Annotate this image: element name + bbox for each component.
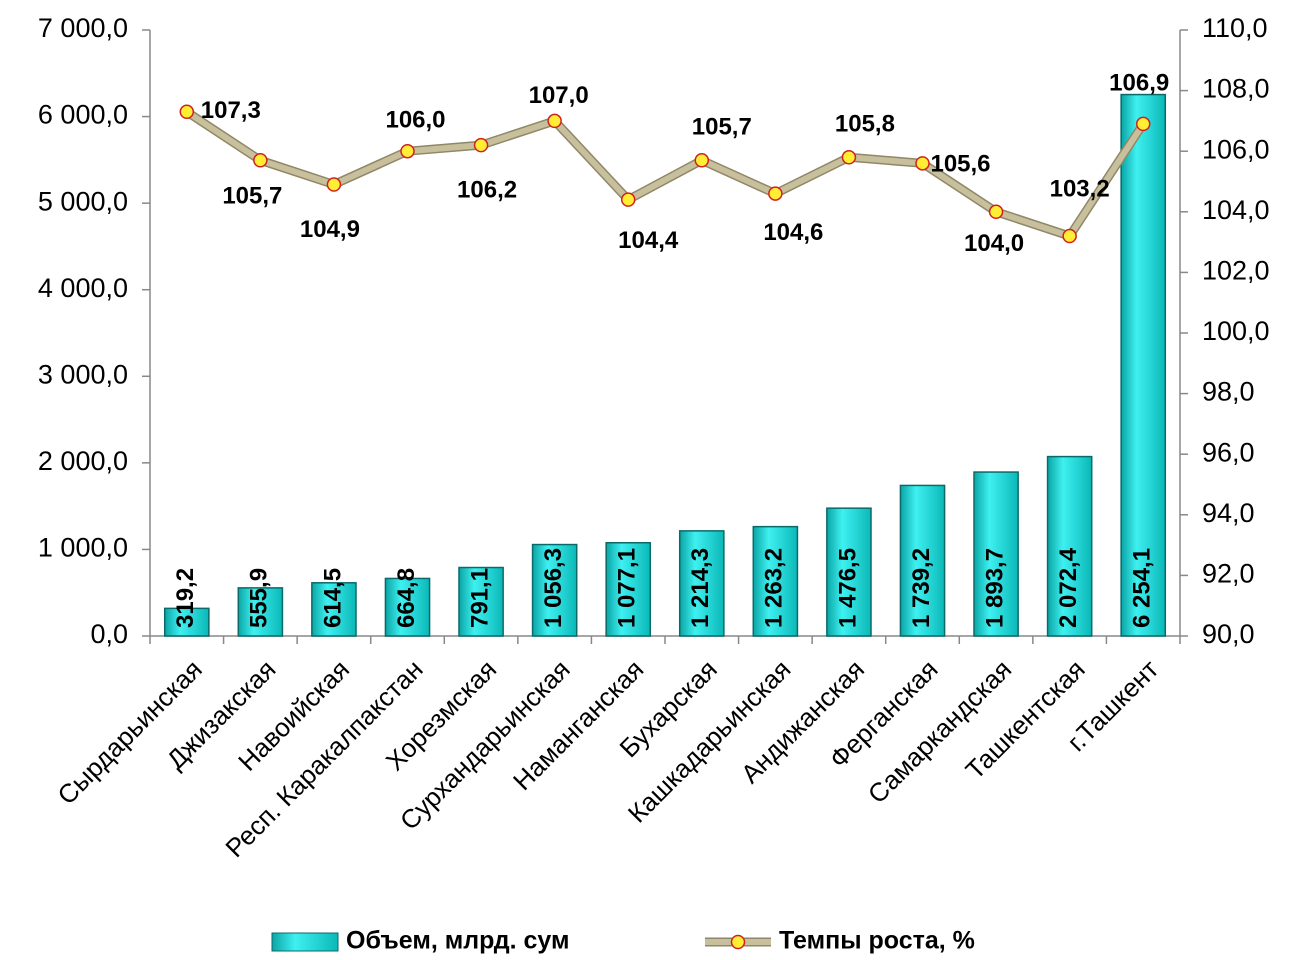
- bar: [973, 471, 1019, 637]
- bar: [237, 587, 284, 637]
- legend-swatch: [271, 932, 339, 952]
- legend-marker: [730, 934, 746, 950]
- y-tick-label: 3 000,0: [38, 359, 128, 389]
- y-tick-label: 4 000,0: [38, 273, 128, 303]
- bar-label: 1 893,7: [981, 548, 1008, 628]
- bar-label: 2 072,4: [1055, 547, 1082, 628]
- line-label: 104,0: [964, 230, 1024, 257]
- y2-tick-label: 104,0: [1202, 195, 1270, 225]
- line-label: 105,7: [222, 183, 282, 210]
- line-label: 106,2: [457, 176, 517, 203]
- bar-label: 614,5: [319, 568, 346, 628]
- bar: [826, 507, 872, 637]
- y2-tick-label: 94,0: [1202, 498, 1255, 528]
- y2-tick-label: 110,0: [1202, 13, 1268, 43]
- y2-tick-label: 90,0: [1202, 619, 1255, 649]
- line-label: 107,0: [529, 82, 589, 109]
- line-marker: [473, 137, 489, 153]
- bar-label: 319,2: [172, 568, 199, 628]
- line-marker: [400, 143, 415, 159]
- y2-tick-label: 106,0: [1202, 134, 1270, 164]
- y-tick-label: 7 000,0: [38, 13, 128, 43]
- bar: [752, 525, 799, 637]
- bar: [458, 566, 504, 637]
- y2-tick-label: 98,0: [1202, 377, 1255, 407]
- y2-tick-label: 92,0: [1202, 559, 1255, 589]
- bar-label: 664,8: [393, 568, 420, 628]
- line-marker: [988, 204, 1004, 220]
- bar: [163, 607, 210, 637]
- line-marker: [1062, 228, 1077, 244]
- line-label: 104,6: [763, 219, 823, 246]
- line-label: 104,9: [300, 216, 360, 243]
- y-tick-label: 6 000,0: [38, 100, 128, 130]
- bar-label: 1 263,2: [761, 548, 788, 628]
- line-label: 105,7: [692, 114, 752, 141]
- line: [185, 109, 1146, 240]
- bar-label: 555,9: [246, 568, 273, 628]
- bar-label: 1 077,1: [614, 548, 641, 628]
- line-marker: [326, 177, 342, 192]
- legend-label: Объем, млрд. сум: [346, 927, 570, 955]
- bar: [1120, 93, 1167, 637]
- legend-label: Темпы роста, %: [779, 927, 975, 955]
- y2-tick-label: 96,0: [1202, 437, 1255, 467]
- line-marker: [915, 156, 930, 171]
- y2-tick-label: 102,0: [1202, 256, 1270, 286]
- line-marker: [1135, 116, 1151, 132]
- bar-label: 791,1: [466, 568, 493, 628]
- bar: [384, 577, 431, 637]
- bar-label: 1 056,3: [540, 548, 567, 628]
- line-marker: [841, 150, 857, 165]
- y-tick-label: 0,0: [90, 619, 128, 649]
- line-marker: [768, 186, 783, 201]
- line-label: 106,0: [385, 107, 445, 134]
- line-marker: [547, 113, 562, 129]
- y-tick-label: 1 000,0: [38, 533, 128, 563]
- y2-tick-label: 108,0: [1202, 74, 1270, 104]
- bar: [605, 542, 652, 637]
- line-marker: [179, 104, 195, 120]
- line-label: 107,3: [201, 97, 261, 124]
- bar: [311, 582, 357, 637]
- y-tick-label: 5 000,0: [38, 186, 128, 216]
- bar: [1046, 455, 1093, 637]
- bar-label: 1 214,3: [687, 548, 714, 628]
- bar: [531, 543, 578, 637]
- line-label: 104,4: [618, 227, 679, 254]
- line-label: 103,2: [1050, 175, 1110, 202]
- line-label: 105,8: [835, 111, 895, 138]
- bar: [678, 530, 725, 637]
- line-label: 105,6: [930, 151, 990, 178]
- line-label: 106,9: [1109, 69, 1169, 96]
- y2-tick-label: 100,0: [1202, 316, 1270, 346]
- bar-label: 1 739,2: [908, 548, 935, 628]
- x-tick-label: Наманганская: [507, 654, 649, 796]
- bar-label: 1 476,5: [834, 548, 861, 628]
- y-tick-label: 2 000,0: [38, 446, 128, 476]
- line-marker: [694, 153, 710, 168]
- line-marker: [620, 192, 636, 207]
- bar: [899, 484, 946, 637]
- bar-label: 6 254,1: [1129, 548, 1156, 628]
- line-marker: [253, 153, 268, 168]
